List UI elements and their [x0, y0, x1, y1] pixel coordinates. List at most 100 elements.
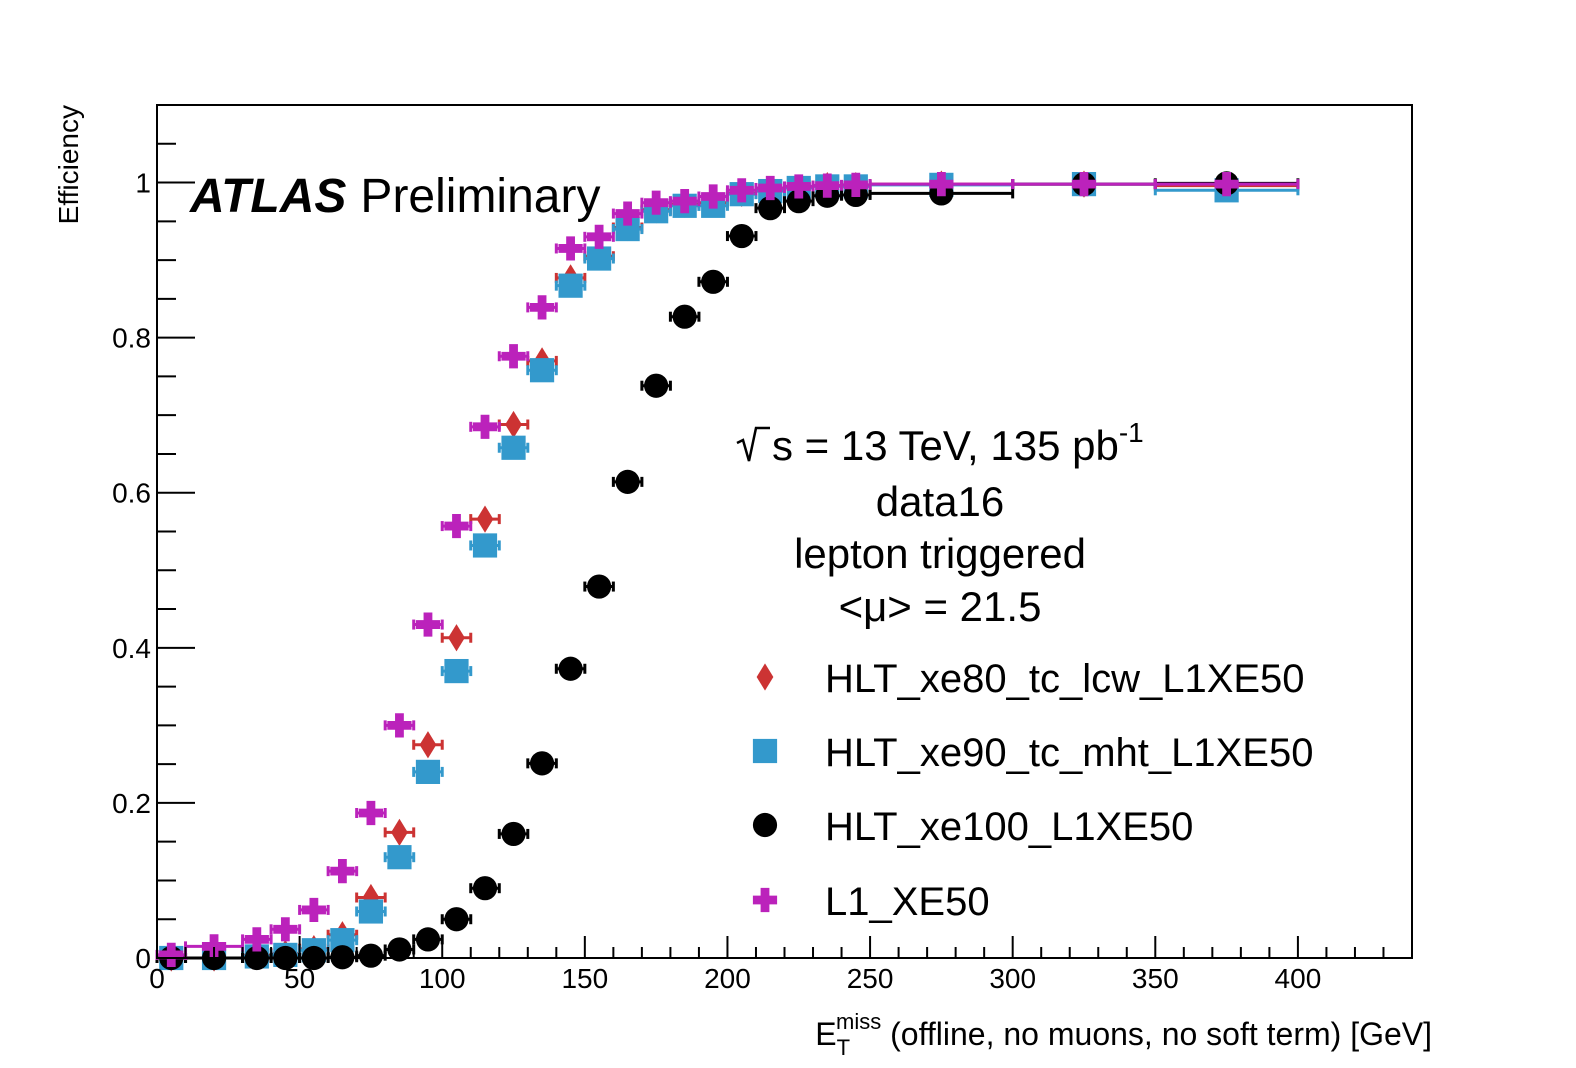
series-HLT_xe100_L1XE50 — [155, 171, 1300, 971]
data-point — [729, 178, 754, 203]
data-point — [472, 876, 498, 901]
energy-text: s = 13 TeV, 135 pb — [772, 422, 1119, 469]
data-point — [644, 373, 669, 398]
data-point — [415, 759, 441, 784]
data-point — [1071, 171, 1097, 197]
data-point — [387, 937, 412, 962]
data-point — [786, 174, 811, 199]
trigger-annotation: lepton triggered — [794, 530, 1086, 577]
data-points — [155, 170, 1300, 972]
y-tick-label: 0.8 — [112, 323, 151, 354]
preliminary-text: Preliminary — [360, 170, 600, 223]
x-tick-label: 350 — [1132, 963, 1179, 994]
energy-superscript: -1 — [1119, 417, 1144, 448]
data-point — [301, 897, 326, 923]
data-point — [815, 173, 840, 198]
data-point — [244, 927, 269, 952]
x-tick-label: 400 — [1275, 963, 1322, 994]
data-point — [501, 435, 526, 460]
data-point — [644, 190, 669, 215]
series-HLT_xe90_tc_mht_L1XE50 — [155, 171, 1300, 971]
y-axis-label: Efficiency — [53, 105, 84, 224]
data-point — [501, 344, 526, 369]
atlas-logo-text: ATLAS — [189, 170, 346, 223]
data-point — [472, 414, 498, 439]
legend-label: HLT_xe100_L1XE50 — [825, 805, 1193, 849]
data-point — [330, 859, 355, 884]
data-point — [929, 171, 954, 197]
x-axis-label-rest: (offline, no muons, no soft term) [GeV] — [881, 1016, 1432, 1052]
sqrt-symbol — [736, 426, 770, 462]
data-point — [558, 656, 583, 681]
legend-marker — [752, 812, 778, 838]
data-point — [505, 410, 522, 439]
data-point — [587, 224, 612, 249]
data-point — [701, 184, 726, 209]
x-tick-label: 50 — [284, 963, 315, 994]
data-point — [615, 201, 640, 226]
data-point — [729, 223, 754, 249]
data-point — [444, 658, 469, 684]
energy-annotation: s = 13 TeV, 135 pb-1 — [736, 417, 1144, 469]
svg-text:s = 13 TeV, 135 pb-1: s = 13 TeV, 135 pb-1 — [772, 417, 1144, 469]
data-point — [1214, 171, 1239, 197]
y-tick-label: 0.4 — [112, 633, 151, 664]
data-point — [358, 800, 384, 826]
x-tick-label: 0 — [149, 963, 165, 994]
data-point — [529, 358, 555, 383]
x-tick-label: 250 — [847, 963, 894, 994]
y-tick-label: 0 — [135, 943, 151, 974]
data-point — [587, 246, 612, 271]
legend-label: HLT_xe80_tc_lcw_L1XE50 — [825, 657, 1305, 701]
data-point — [476, 505, 494, 533]
x-tick-label: 300 — [989, 963, 1036, 994]
data-point — [415, 927, 441, 952]
y-tick-label: 1 — [135, 168, 151, 199]
data-point — [444, 907, 469, 932]
series-L1_XE50 — [155, 171, 1300, 967]
x-tick-label: 100 — [419, 963, 466, 994]
x-axis-label: ETmiss (offline, no muons, no soft term)… — [815, 1009, 1432, 1060]
data-point — [587, 574, 612, 599]
legend-marker — [752, 738, 778, 764]
plot-frame — [156, 104, 1413, 959]
data-point — [387, 845, 412, 870]
data-point — [529, 751, 555, 776]
data-point — [758, 196, 783, 221]
legend-label: L1_XE50 — [825, 880, 990, 924]
data-point — [448, 624, 465, 652]
x-axis-label-sub: T — [837, 1035, 850, 1060]
x-tick-label: 150 — [561, 963, 608, 994]
data-point — [558, 273, 583, 298]
legend-marker — [756, 663, 774, 691]
data-point — [672, 189, 697, 214]
data-point — [786, 189, 811, 214]
data-point — [358, 899, 384, 924]
atlas-label: ATLAS Preliminary — [189, 170, 600, 223]
data-point — [444, 513, 469, 539]
data-point — [615, 469, 640, 494]
data-point — [843, 172, 868, 197]
data-point — [501, 821, 526, 847]
y-tick-label: 0.6 — [112, 478, 151, 509]
data-point — [159, 942, 184, 967]
data-point — [472, 533, 498, 558]
data-point — [419, 731, 437, 759]
series-HLT_xe80_tc_lcw_L1XE50 — [155, 170, 1300, 972]
data-point — [672, 304, 697, 329]
data-point — [529, 295, 555, 320]
x-tick-label: 200 — [704, 963, 751, 994]
axes: 0 50 100 150 200 250 300 350 400 0 0.2 0.4 0.6 0.8 1 — [112, 104, 1413, 994]
data-point — [701, 269, 726, 294]
legend-marker — [752, 887, 778, 913]
y-tick-label: 0.2 — [112, 788, 151, 819]
data-point — [273, 917, 298, 942]
dataset-annotation: data16 — [876, 478, 1004, 525]
x-axis-label-main: E — [815, 1016, 836, 1052]
data-point — [558, 236, 583, 261]
data-point — [415, 612, 441, 637]
data-point — [358, 943, 384, 968]
legend-label: HLT_xe90_tc_mht_L1XE50 — [825, 731, 1313, 775]
data-point — [201, 934, 227, 959]
